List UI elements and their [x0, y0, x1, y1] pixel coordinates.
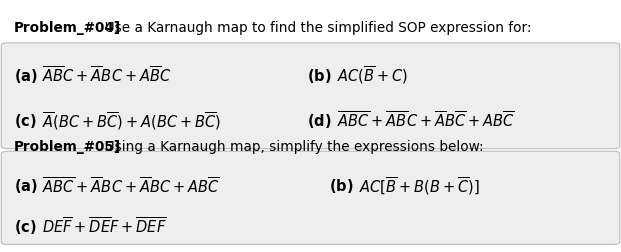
FancyBboxPatch shape	[1, 151, 620, 244]
Text: $AC[\overline{B} + B(B + \overline{C})]$: $AC[\overline{B} + B(B + \overline{C})]$	[359, 176, 480, 197]
FancyBboxPatch shape	[1, 43, 620, 149]
Text: $\mathbf{(a)}$: $\mathbf{(a)}$	[14, 67, 38, 85]
Text: Using a Karnaugh map, simplify the expressions below:: Using a Karnaugh map, simplify the expre…	[96, 140, 484, 154]
Text: Problem_#04]: Problem_#04]	[14, 21, 120, 35]
Text: $\mathbf{(c)}$: $\mathbf{(c)}$	[14, 218, 37, 236]
Text: $AC(\overline{B} + C)$: $AC(\overline{B} + C)$	[337, 65, 409, 86]
Text: $\overline{ABC} + \overline{A}BC + \overline{A}BC + AB\overline{C}$: $\overline{ABC} + \overline{A}BC + \over…	[42, 176, 220, 197]
Text: $\mathbf{(b)}$: $\mathbf{(b)}$	[307, 67, 332, 85]
Text: Use a Karnaugh map to find the simplified SOP expression for:: Use a Karnaugh map to find the simplifie…	[96, 21, 532, 35]
Text: $\mathbf{(c)}$: $\mathbf{(c)}$	[14, 112, 37, 130]
Text: $DE\overline{F} + \overline{DE}F + \overline{DEF}$: $DE\overline{F} + \overline{DE}F + \over…	[42, 217, 167, 237]
Text: Problem_#05]: Problem_#05]	[14, 140, 120, 154]
Text: $\mathbf{(b)}$: $\mathbf{(b)}$	[329, 177, 353, 196]
Text: $\overline{ABC} + \overline{AB}C + \overline{A}B\overline{C} + AB\overline{C}$: $\overline{ABC} + \overline{AB}C + \over…	[337, 111, 515, 131]
Text: $\mathbf{(a)}$: $\mathbf{(a)}$	[14, 177, 38, 196]
Text: $\overline{A}(BC + B\overline{C}) + A(BC + B\overline{C})$: $\overline{A}(BC + B\overline{C}) + A(BC…	[42, 110, 221, 132]
Text: $\overline{AB}C + \overline{A}BC + A\overline{B}C$: $\overline{AB}C + \overline{A}BC + A\ove…	[42, 66, 171, 86]
Text: $\mathbf{(d)}$: $\mathbf{(d)}$	[307, 112, 332, 130]
